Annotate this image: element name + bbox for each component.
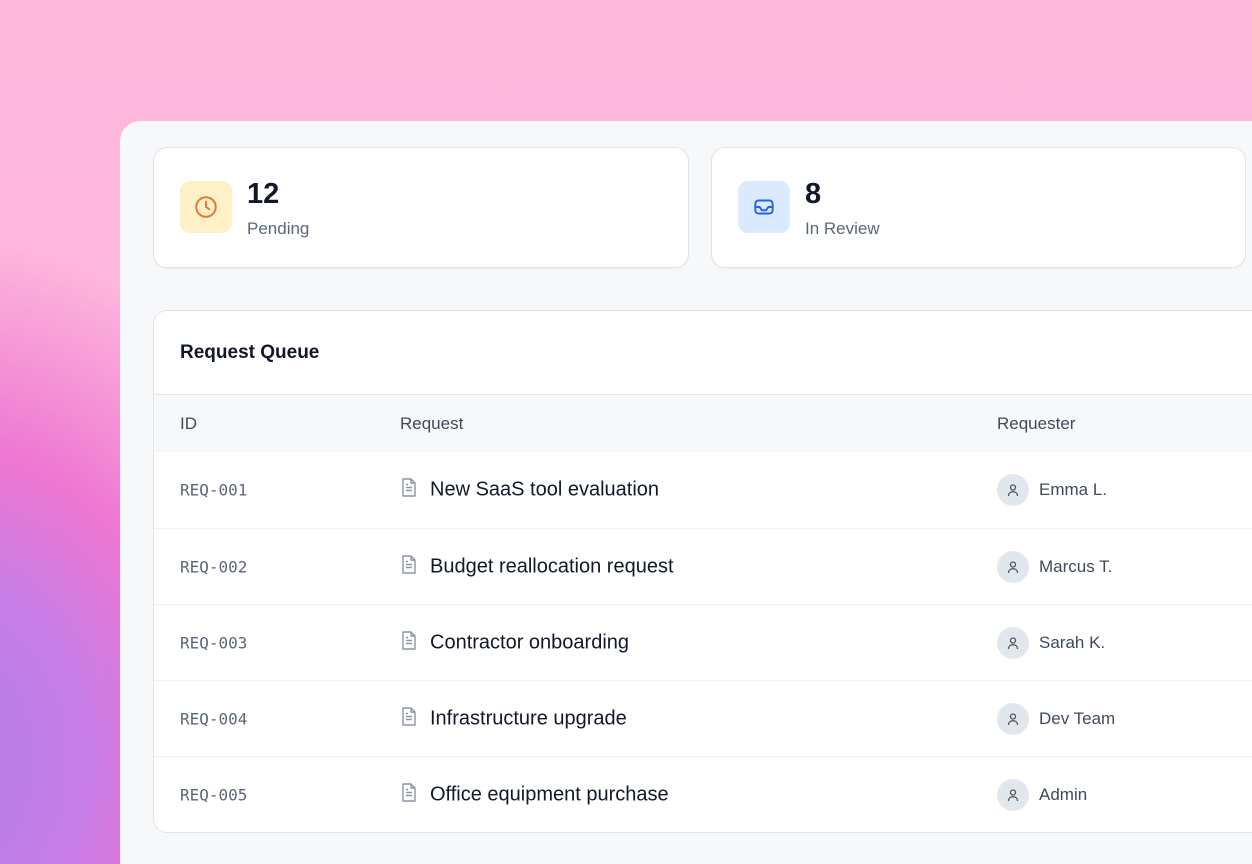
- stat-value: 8: [805, 178, 822, 210]
- document-icon: [400, 782, 418, 807]
- request-cell: Contractor onboarding: [400, 630, 629, 655]
- column-header-request[interactable]: Request: [400, 413, 464, 433]
- column-header-requester[interactable]: Requester: [997, 413, 1076, 433]
- request-cell: New SaaS tool evaluation: [400, 478, 659, 503]
- request-cell: Infrastructure upgrade: [400, 706, 627, 731]
- clock-icon: [180, 181, 232, 233]
- user-avatar-icon: [997, 550, 1029, 583]
- requester-name: Admin: [1039, 784, 1088, 804]
- column-header-id[interactable]: ID: [180, 413, 197, 433]
- user-avatar-icon: [997, 778, 1029, 811]
- table-row[interactable]: REQ-004 Infrastructure upgrade Dev Team: [154, 680, 1252, 756]
- request-title: Budget reallocation request: [430, 555, 674, 577]
- document-icon: [400, 630, 418, 655]
- request-title: Infrastructure upgrade: [430, 707, 627, 729]
- request-title: Contractor onboarding: [430, 631, 630, 653]
- request-id: REQ-005: [180, 785, 248, 804]
- requester-name: Dev Team: [1039, 708, 1116, 728]
- table-row[interactable]: REQ-005 Office equipment purchase Admin: [154, 756, 1252, 832]
- table-row[interactable]: REQ-003 Contractor onboarding Sarah K.: [154, 604, 1252, 680]
- table-row[interactable]: REQ-001 New SaaS tool evaluation Emma L.: [154, 452, 1252, 528]
- document-icon: [400, 478, 418, 503]
- request-id: REQ-001: [180, 480, 248, 500]
- requester-name: Marcus T.: [1039, 556, 1113, 576]
- request-cell: Budget reallocation request: [400, 554, 674, 579]
- requester-name: Emma L.: [1039, 480, 1108, 499]
- main-panel: 12 Pending 8 In Review Request Queue ID …: [120, 121, 1252, 864]
- user-avatar-icon: [997, 626, 1029, 659]
- requester-cell: Sarah K.: [997, 626, 1106, 659]
- request-title: Office equipment purchase: [430, 783, 669, 805]
- table-header: ID Request Requester: [154, 395, 1252, 452]
- requester-cell: Dev Team: [997, 702, 1116, 735]
- requester-name: Sarah K.: [1039, 632, 1106, 652]
- requester-cell: Admin: [997, 778, 1088, 811]
- stat-card-pending: 12 Pending: [153, 147, 689, 268]
- requester-cell: Emma L.: [997, 474, 1107, 506]
- document-icon: [400, 554, 418, 579]
- request-id: REQ-002: [180, 557, 248, 576]
- requester-cell: Marcus T.: [997, 550, 1113, 583]
- stat-value: 12: [247, 178, 280, 210]
- inbox-icon: [738, 181, 790, 233]
- user-avatar-icon: [997, 702, 1029, 735]
- request-id: REQ-004: [180, 709, 248, 728]
- request-id: REQ-003: [180, 633, 248, 652]
- request-cell: Office equipment purchase: [400, 782, 669, 807]
- user-avatar-icon: [997, 474, 1029, 506]
- document-icon: [400, 706, 418, 731]
- request-title: New SaaS tool evaluation: [430, 478, 660, 501]
- stat-label: In Review: [805, 219, 880, 238]
- table-row[interactable]: REQ-002 Budget reallocation request Marc…: [154, 528, 1252, 604]
- stat-label: Pending: [247, 219, 310, 238]
- table-title: Request Queue: [154, 311, 1252, 395]
- stat-card-in-review: 8 In Review: [711, 147, 1246, 268]
- request-queue-table: Request Queue ID Request Requester REQ-0…: [153, 310, 1252, 833]
